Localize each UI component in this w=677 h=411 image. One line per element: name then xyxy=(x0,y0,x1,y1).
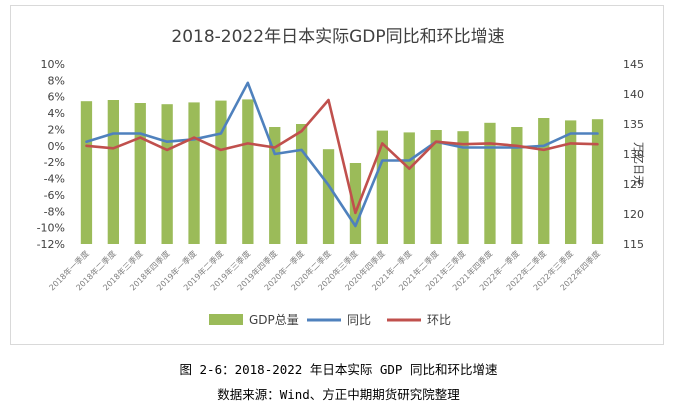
left-tick-label: -4% xyxy=(44,173,65,186)
left-tick-label: 2% xyxy=(48,123,65,136)
left-tick-label: -8% xyxy=(44,205,65,218)
chart-title: 2018-2022年日本实际GDP同比和环比增速 xyxy=(171,27,504,47)
bar-gdp xyxy=(107,100,119,244)
left-tick-label: -2% xyxy=(44,156,65,169)
right-axis-label: 万亿日元 xyxy=(632,142,645,186)
bar-gdp xyxy=(188,102,200,245)
bar-gdp xyxy=(161,104,173,244)
bar-gdp xyxy=(349,163,362,244)
legend-label: 同比 xyxy=(347,313,371,327)
bar-gdp xyxy=(403,132,415,244)
right-tick-label: 145 xyxy=(623,58,644,71)
left-tick-label: -10% xyxy=(37,222,65,235)
bar-series-gdp xyxy=(80,99,604,245)
left-tick-label: 10% xyxy=(41,58,65,71)
bar-gdp xyxy=(484,122,496,244)
bar-gdp xyxy=(322,149,335,244)
bar-gdp xyxy=(215,100,227,244)
bar-gdp xyxy=(457,131,469,244)
bar-gdp xyxy=(376,130,388,244)
left-axis-ticks: -12% -10% -8% -6% -4% -2% 0% 2% 4% 6% 8% 10% xyxy=(37,58,65,251)
left-tick-label: -12% xyxy=(37,238,65,251)
line-series xyxy=(85,81,599,228)
left-tick-label: -6% xyxy=(44,189,65,202)
right-tick-label: 140 xyxy=(623,88,644,101)
figure-source: 数据来源：Wind、方正中期期货研究院整理 xyxy=(217,387,460,402)
right-tick-label: 125 xyxy=(623,178,644,191)
right-axis-ticks: 115 120 125 130 135 140 145 xyxy=(623,58,644,251)
line-同比 xyxy=(85,81,599,228)
figure-caption: 图 2-6：2018-2022 年日本实际 GDP 同比和环比增速 xyxy=(179,362,498,377)
legend-label: 环比 xyxy=(427,313,451,327)
legend: GDP总量 同比 环比 xyxy=(209,313,451,327)
right-tick-label: 130 xyxy=(623,148,644,161)
bar-gdp xyxy=(269,127,281,244)
bar-gdp xyxy=(242,99,254,245)
bar-gdp xyxy=(591,119,604,244)
bar-gdp xyxy=(565,120,577,244)
left-tick-label: 6% xyxy=(48,91,65,104)
bar-gdp xyxy=(134,103,146,244)
left-tick-label: 4% xyxy=(48,107,65,120)
chart-frame: 2018-2022年日本实际GDP同比和环比增速 -12% -10% -8% -6% -… xyxy=(10,5,664,345)
legend-swatch-bar xyxy=(209,314,243,325)
right-tick-label: 120 xyxy=(623,208,644,221)
bar-gdp xyxy=(430,130,442,244)
bar-gdp xyxy=(538,118,550,244)
bar-gdp xyxy=(511,127,523,244)
category-labels: 2018年一季度2018年二季度2018年三季度2018年四季度2019年一季度… xyxy=(47,248,602,292)
chart-svg: 2018-2022年日本实际GDP同比和环比增速 -12%-10%-8%-6%-… xyxy=(37,27,645,327)
right-tick-label: 115 xyxy=(623,238,644,251)
left-tick-label: 0% xyxy=(48,140,65,153)
line-环比 xyxy=(85,98,599,215)
bar-gdp xyxy=(296,124,308,244)
legend-label: GDP总量 xyxy=(249,313,299,327)
bar-gdp xyxy=(80,101,93,244)
left-tick-label: 8% xyxy=(48,74,65,87)
right-tick-label: 135 xyxy=(623,118,644,131)
